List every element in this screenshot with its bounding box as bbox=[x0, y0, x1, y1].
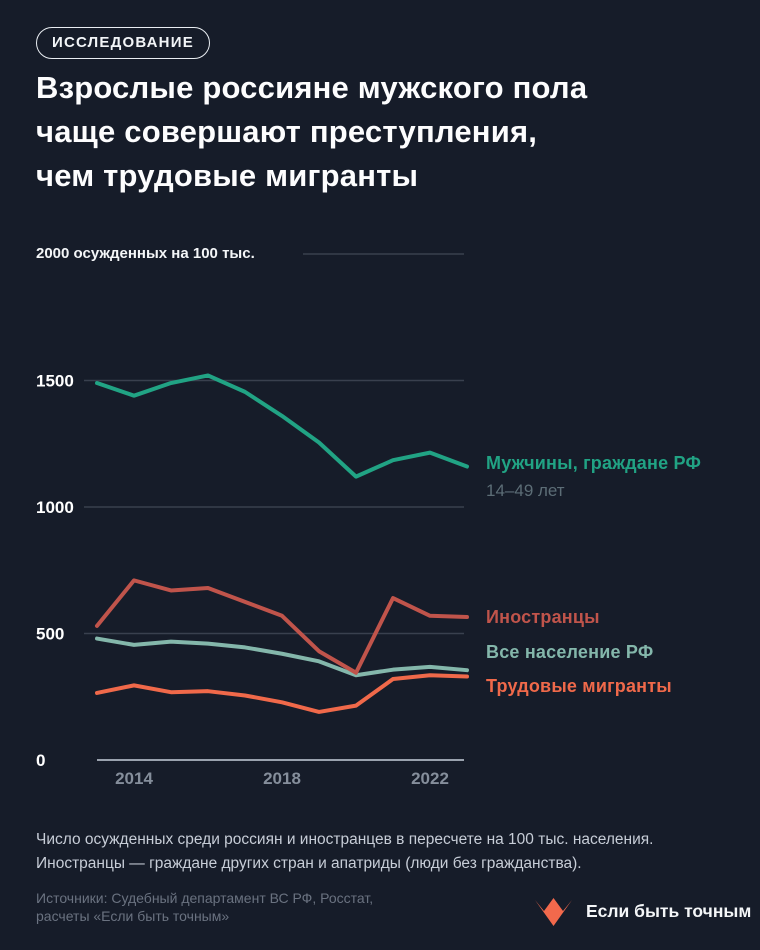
footnote-line: Иностранцы — граждане других стран и апа… bbox=[36, 855, 582, 872]
legend-men-citizens-rf: Мужчины, граждане РФ bbox=[486, 453, 702, 473]
x-tick-label: 2018 bbox=[263, 769, 301, 788]
title-line: чем трудовые мигранты bbox=[36, 158, 419, 193]
series-line-0 bbox=[95, 373, 469, 479]
footnote-text: Число осужденных среди россиян и иностра… bbox=[36, 828, 653, 876]
legend-men-age-sublabel: 14–49 лет bbox=[486, 481, 565, 500]
series-line-2 bbox=[95, 636, 469, 678]
title-line: Взрослые россияне мужского пола bbox=[36, 70, 588, 105]
title-line: чаще совершают преступления, bbox=[36, 114, 538, 149]
x-tick-label: 2022 bbox=[411, 769, 449, 788]
footnote-line: Число осужденных среди россиян и иностра… bbox=[36, 831, 654, 848]
line-chart: 1500 1000 500 0 2014 2018 2022 bbox=[36, 253, 469, 788]
heart-crown-icon bbox=[535, 898, 572, 926]
legend-all-population-rf: Все население РФ bbox=[486, 642, 654, 662]
sources-line: Источники: Судебный департамент ВС РФ, Р… bbox=[36, 890, 374, 906]
y-tick-label: 1500 bbox=[36, 372, 74, 391]
legend-labor-migrants: Трудовые мигранты bbox=[486, 676, 672, 696]
sources-text: Источники: Судебный департамент ВС РФ, Р… bbox=[36, 889, 373, 925]
research-badge: ИССЛЕДОВАНИЕ bbox=[36, 27, 210, 59]
series-line-3 bbox=[95, 673, 469, 714]
x-tick-label: 2014 bbox=[115, 769, 153, 788]
y-tick-label: 1000 bbox=[36, 498, 74, 517]
brand-logo-text: Если быть точным bbox=[586, 900, 752, 921]
y-axis-unit-label: 2000 осужденных на 100 тыс. bbox=[36, 245, 255, 262]
page-title: Взрослые россияне мужского пола чаще сов… bbox=[36, 66, 726, 198]
series-line-1 bbox=[95, 578, 469, 675]
y-tick-label: 500 bbox=[36, 625, 64, 644]
sources-line: расчеты «Если быть точным» bbox=[36, 908, 230, 924]
legend-foreigners: Иностранцы bbox=[486, 607, 600, 627]
brand-logo: Если быть точным bbox=[533, 895, 751, 927]
y-tick-label: 0 bbox=[36, 751, 45, 770]
